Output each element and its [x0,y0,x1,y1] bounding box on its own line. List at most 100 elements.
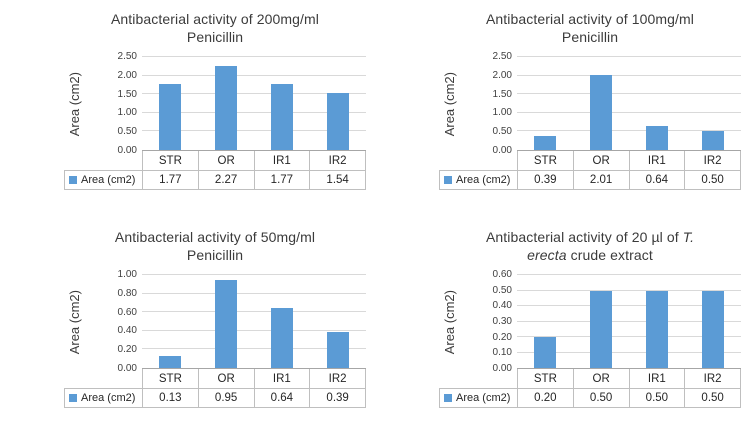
gridline [142,311,366,313]
bar-STR[interactable] [159,84,181,150]
value-cell: 1.54 [309,171,366,189]
chart-cell-top-left: Antibacterial activity of 200mg/ml Penici… [0,0,375,218]
data-row: Area (cm2) 0.39 2.01 0.64 0.50 [439,170,741,190]
bar-IR1[interactable] [646,126,668,150]
bar-IR2[interactable] [702,131,724,150]
chart-200mg[interactable]: Antibacterial activity of 200mg/ml Penici… [64,10,366,190]
gridline [517,274,741,275]
legend-label: Area (cm2) [456,392,511,404]
category-cell: IR1 [628,151,685,170]
bar-OR[interactable] [590,290,612,368]
chart-title-line: Penicillin [186,247,244,263]
chart-title: Antibacterial activity of 100mg/ml Penici… [439,10,741,46]
bar-column-OR [198,57,254,150]
legend-swatch-icon [444,394,452,402]
chart-title-line: Antibacterial activity of 200mg/ml [110,11,320,27]
y-tick-label: 1.50 [117,88,137,100]
bar-column-IR2 [310,275,366,368]
value-cell: 2.27 [197,171,254,189]
bar-OR[interactable] [215,65,237,150]
bar-OR[interactable] [590,75,612,150]
chart-100mg[interactable]: Antibacterial activity of 100mg/ml Penici… [439,10,741,190]
gridline [142,292,366,294]
plot-area [142,274,366,369]
chart-cell-top-right: Antibacterial activity of 100mg/ml Penici… [375,0,750,218]
chart-title-line: Penicillin [186,29,244,45]
legend-cell: Area (cm2) [64,389,142,407]
gridline [142,274,366,275]
y-axis-ticks: 0.00 0.50 1.00 1.50 2.00 2.50 [84,52,137,156]
bar-OR[interactable] [215,279,237,368]
y-tick-label: 0.40 [117,325,137,337]
category-cell: IR1 [628,369,685,388]
bars [517,275,741,368]
chart-title: Antibacterial activity of 200mg/ml Penici… [64,10,366,46]
legend-swatch-icon [69,394,77,402]
category-cell: OR [197,369,254,388]
category-cell: OR [572,369,629,388]
gridline [517,351,741,353]
value-cell: 0.39 [517,171,573,189]
y-tick-label: 0.20 [117,344,137,356]
bar-column-STR [517,275,573,368]
plot-area [517,56,741,151]
y-tick-label: 0.80 [117,287,137,299]
y-tick-label: 2.50 [492,51,512,62]
bar-IR1[interactable] [271,308,293,368]
y-axis-title: Area (cm2) [66,289,82,355]
y-tick-label: 0.60 [492,269,512,280]
bar-IR2[interactable] [702,290,724,368]
value-cell: 0.20 [517,389,573,407]
gridline [517,336,741,337]
y-tick-label: 0.40 [492,300,512,312]
bar-IR2[interactable] [327,92,349,150]
value-cell: 0.50 [684,171,741,189]
chart-50mg[interactable]: Antibacterial activity of 50mg/ml Penicil… [64,228,366,408]
bar-column-OR [198,275,254,368]
bar-STR[interactable] [534,337,556,368]
plot-area [517,274,741,369]
category-cell: STR [517,151,573,170]
bar-column-STR [517,57,573,150]
data-row: Area (cm2) 0.20 0.50 0.50 0.50 [439,388,741,408]
category-cell: OR [572,151,629,170]
bar-STR[interactable] [159,355,181,368]
y-axis-area: Area (cm2) 0.00 0.50 1.00 1.50 2.00 2.50 [439,52,517,156]
y-axis-title-wrap: Area (cm2) [439,57,459,151]
y-tick-label: 2.50 [117,51,137,62]
gridline [517,111,741,113]
legend-swatch-icon [444,176,452,184]
bar-IR1[interactable] [646,290,668,368]
chart-title-line: Antibacterial activity of 50mg/ml [114,229,316,245]
bar-IR2[interactable] [327,331,349,368]
category-cell: STR [142,369,198,388]
chart-title-line: Antibacterial activity of 100mg/ml [485,11,695,27]
plot-row: Area (cm2) 0.00 0.50 1.00 1.50 2.00 2.50 [439,52,741,156]
y-axis-area: Area (cm2) 0.00 0.20 0.40 0.60 0.80 1.00 [64,270,142,374]
bars [517,57,741,150]
value-cell: 0.39 [309,389,366,407]
gridline [142,74,366,76]
gridline [517,93,741,95]
y-axis-title-wrap: Area (cm2) [439,275,459,369]
bar-column-STR [142,275,198,368]
y-axis-area: Area (cm2) 0.00 0.10 0.20 0.30 0.40 0.50 0.60 [439,270,517,374]
plot-area [142,56,366,151]
category-cell: IR2 [684,369,741,388]
bar-IR1[interactable] [271,84,293,150]
legend-cell: Area (cm2) [439,389,517,407]
gridline [142,111,366,113]
legend-label: Area (cm2) [456,174,511,186]
y-tick-label: 0.50 [492,284,512,296]
y-tick-label: 0.50 [492,126,512,138]
data-row: Area (cm2) 0.13 0.95 0.64 0.39 [64,388,366,408]
chart-crude-extract[interactable]: Antibacterial activity of 20 µl of T. ere… [439,228,741,408]
category-cell: IR2 [309,369,366,388]
chart-cell-bottom-right: Antibacterial activity of 20 µl of T. ere… [375,218,750,437]
bars [142,57,366,150]
value-cell: 1.77 [253,171,310,189]
bar-STR[interactable] [534,135,556,150]
y-axis-title: Area (cm2) [441,289,457,355]
bar-column-IR2 [685,57,741,150]
y-axis-title-wrap: Area (cm2) [64,275,84,369]
